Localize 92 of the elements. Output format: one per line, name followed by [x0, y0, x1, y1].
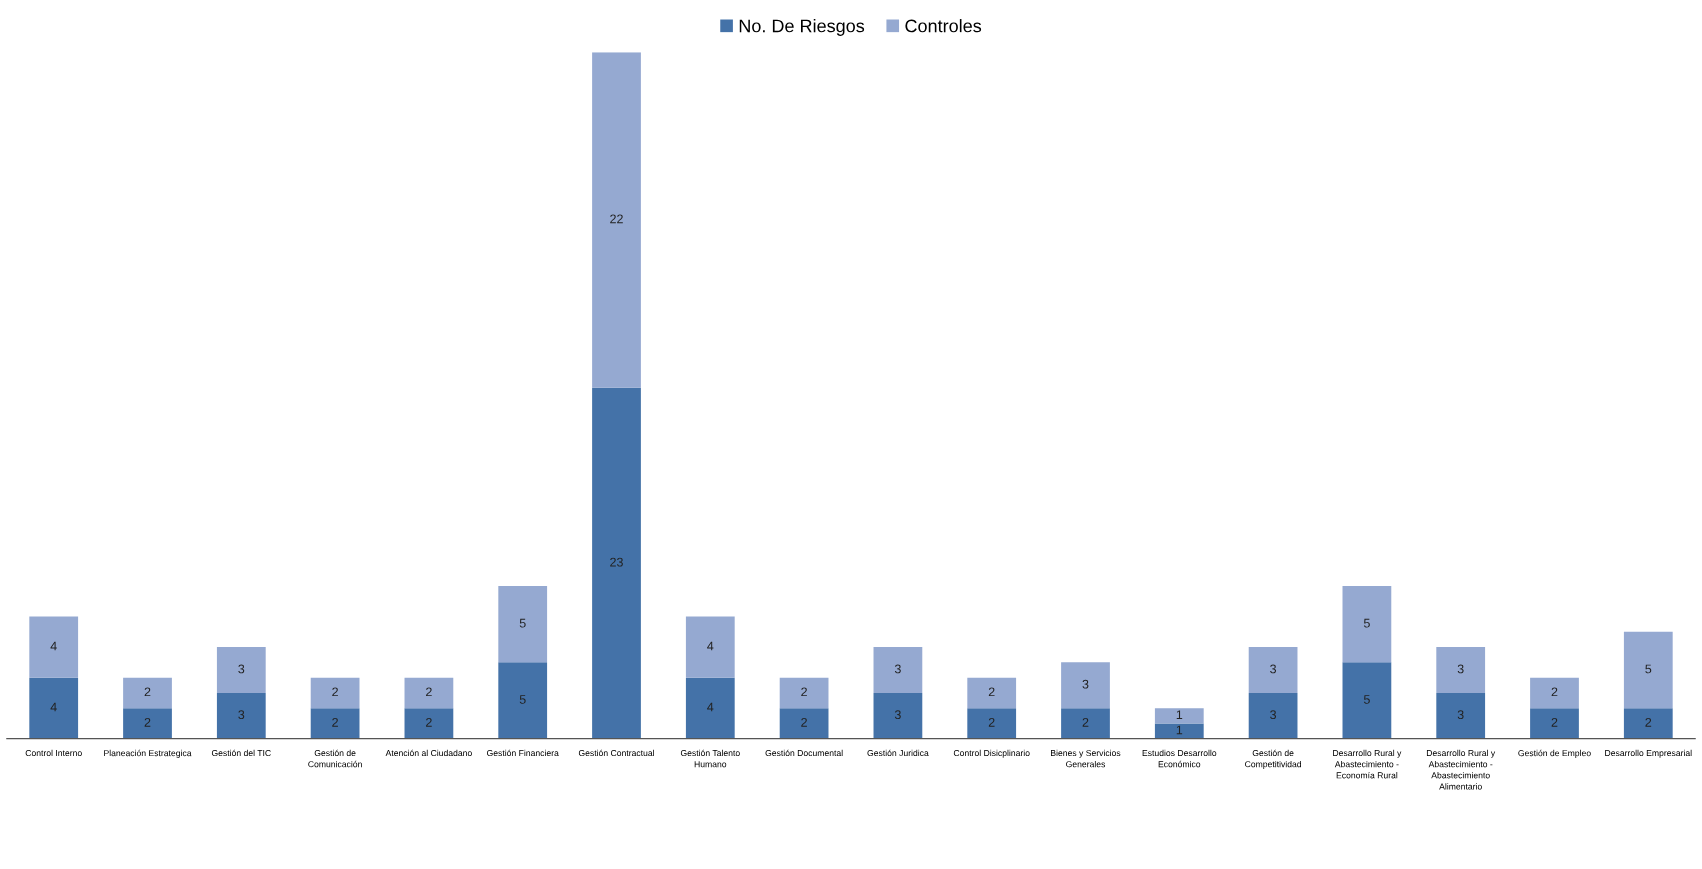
x-tick-label: Gestión de Competitividad	[1245, 749, 1302, 769]
data-label: 4	[707, 641, 714, 651]
bar	[498, 662, 548, 739]
x-tick-label: Gestión de Comunicación	[308, 749, 362, 768]
bar	[216, 692, 266, 739]
data-label: 2	[1645, 717, 1652, 727]
data-label: 2	[426, 687, 432, 697]
bar	[967, 708, 1017, 739]
data-label: 3	[894, 710, 901, 720]
bar	[873, 647, 923, 693]
data-label: 5	[519, 695, 526, 704]
bar	[498, 586, 548, 663]
bar	[1342, 586, 1392, 663]
x-tick-label: Gestión del TIC	[211, 749, 271, 757]
bar	[1248, 647, 1298, 693]
x-tick-label: Control Interno	[25, 749, 82, 757]
data-label: 2	[801, 687, 807, 697]
data-label: 5	[1645, 664, 1652, 674]
data-label: 1	[1176, 725, 1183, 735]
bar	[216, 647, 266, 693]
bar	[1623, 708, 1673, 739]
bar	[1530, 677, 1579, 709]
data-label: 5	[519, 618, 526, 628]
data-label: 2	[1551, 717, 1558, 727]
x-tick-label: Bienes y Servicios Generales	[1051, 749, 1121, 768]
x-tick-label: Control Disicplinario	[953, 749, 1030, 758]
data-label: 2	[144, 717, 151, 727]
data-label: 2	[988, 717, 995, 727]
data-label: 2	[988, 687, 995, 697]
x-tick-label: Gestión Documental	[765, 749, 843, 757]
bar	[404, 708, 454, 739]
data-label: 23	[610, 557, 623, 567]
bar	[1061, 662, 1110, 709]
x-tick-label: Gestión Financiera	[487, 749, 559, 757]
bar	[310, 708, 360, 739]
bar	[1154, 708, 1204, 724]
bar	[685, 677, 735, 739]
bar	[592, 52, 641, 388]
x-tick-label: Atención al Ciudadano	[385, 749, 472, 757]
x-tick-label: Desarrollo Empresarial	[1605, 749, 1692, 758]
data-label: 2	[332, 717, 338, 727]
data-label: 2	[144, 687, 151, 697]
x-tick-label: Estudios Desarrollo Económico	[1142, 749, 1217, 768]
data-label: 5	[1363, 618, 1370, 628]
data-label: 3	[1270, 710, 1277, 720]
data-label: 3	[894, 664, 901, 674]
data-label: 2	[426, 717, 432, 727]
x-tick-label: Gestión Talento Humano	[680, 749, 740, 768]
data-label: 1	[1176, 710, 1183, 719]
data-label: 22	[610, 214, 623, 224]
bar	[873, 692, 923, 739]
bar	[1248, 692, 1298, 739]
legend-label: No. De Riesgos	[739, 19, 865, 36]
bar	[1061, 708, 1110, 739]
bar	[1436, 647, 1486, 693]
bar	[779, 708, 829, 739]
data-label: 3	[1457, 664, 1464, 674]
data-label: 2	[332, 687, 338, 697]
data-label: 4	[50, 702, 57, 712]
bar	[123, 677, 172, 709]
data-label: 4	[50, 641, 57, 651]
bar	[1154, 723, 1204, 739]
data-label: 3	[1082, 679, 1089, 689]
bar	[779, 677, 829, 709]
data-label: 2	[1551, 687, 1558, 697]
bar	[123, 708, 172, 739]
data-label: 2	[1082, 717, 1089, 727]
x-tick-label: Gestión Juridica	[867, 749, 929, 757]
data-label: 2	[801, 717, 807, 727]
x-tick-label: Planeación Estrategica	[104, 749, 192, 758]
bar	[967, 677, 1017, 709]
data-label: 4	[707, 702, 714, 712]
bar	[1342, 662, 1392, 739]
bar	[29, 677, 79, 739]
data-label: 3	[238, 710, 245, 720]
bar	[1623, 631, 1673, 709]
bar	[685, 616, 735, 678]
x-tick-label: Gestión de Empleo	[1518, 749, 1591, 758]
bar	[1530, 708, 1579, 739]
bar	[404, 677, 454, 709]
legend-label: Controles	[905, 19, 982, 33]
bar	[29, 616, 79, 678]
data-label: 3	[238, 664, 245, 674]
x-tick-label: Desarrollo Rural y Abastecimiento - Abastecimiento Alimentario	[1426, 749, 1496, 790]
bar	[592, 387, 641, 739]
data-label: 3	[1457, 710, 1464, 720]
x-tick-label: Gestión Contractual	[578, 749, 654, 757]
data-label: 3	[1270, 664, 1277, 674]
bar	[1436, 692, 1486, 739]
data-label: 5	[1363, 695, 1370, 704]
bar	[310, 677, 360, 709]
x-tick-label: Desarrollo Rural y Abastecimiento - Economía Rural	[1333, 749, 1402, 779]
